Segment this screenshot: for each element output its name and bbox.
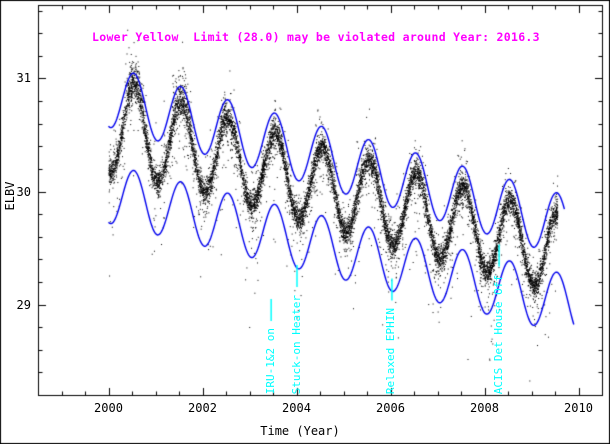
x-tick-label: 2010 <box>564 401 593 415</box>
chart-title: Lower Yellow Limit (28.0) may be violate… <box>92 30 540 44</box>
x-axis-label: Time (Year) <box>260 424 340 438</box>
x-tick-label: 2000 <box>94 401 123 415</box>
y-tick-label: 31 <box>16 71 31 86</box>
x-tick-label: 2006 <box>376 401 405 415</box>
y-tick-label: 29 <box>16 297 31 312</box>
annotation-label: Stuck-on Heater <box>289 294 303 394</box>
x-tick-label: 2004 <box>282 401 311 415</box>
annotation-label: Relaxed EPHIN <box>384 307 398 394</box>
annotation-label: IRU-1&2 on <box>263 327 277 394</box>
y-tick-label: 30 <box>16 184 31 199</box>
x-tick-label: 2008 <box>470 401 499 415</box>
annotation-label: ACIS Det House Off <box>491 274 505 394</box>
x-tick-label: 2002 <box>188 401 217 415</box>
